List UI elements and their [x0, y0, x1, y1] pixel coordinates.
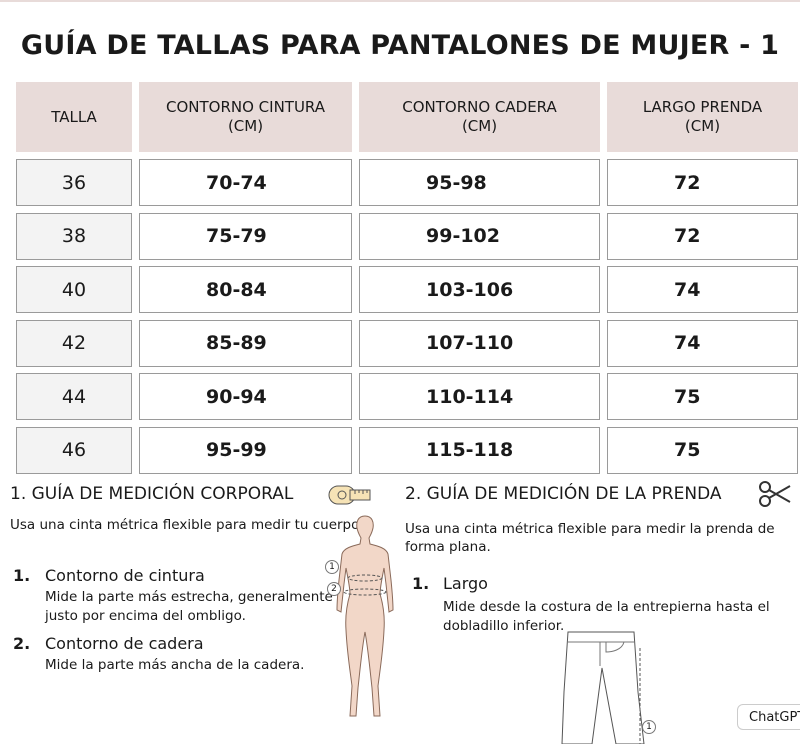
item-text: Mide desde la costura de la entrepierna …: [443, 599, 770, 634]
figure-label: 1: [325, 560, 339, 574]
item-text: Mide la parte más estrecha, generalmente…: [45, 589, 333, 624]
header-cell: LARGO PRENDA (CM): [607, 82, 798, 152]
section-intro: Usa una cinta métrica flexible para medi…: [405, 521, 775, 555]
value-cell: 70-74: [139, 159, 352, 206]
value-cell: 74: [607, 319, 798, 367]
value-cell: 110-114: [359, 373, 600, 420]
size-cell: 42: [16, 319, 132, 367]
section-intro: Usa una cinta métrica flexible para medi…: [10, 517, 364, 533]
figure-label: 2: [327, 582, 341, 596]
item-title: Largo: [443, 574, 488, 593]
header-cell: CONTORNO CADERA (CM): [359, 82, 600, 152]
value-cell: 103-106: [359, 266, 600, 313]
value-cell: 75: [607, 373, 798, 420]
size-cell: 46: [16, 426, 132, 474]
value-cell: 99-102: [359, 212, 600, 260]
value-cell: 80-84: [139, 266, 352, 313]
item-title: Contorno de cintura: [45, 566, 205, 585]
section-heading: 2. GUÍA DE MEDICIÓN DE LA PRENDA: [405, 484, 722, 504]
item-title: Contorno de cadera: [45, 634, 204, 653]
value-cell: 72: [607, 159, 798, 206]
value-cell: 85-89: [139, 319, 352, 367]
top-rule: [0, 0, 800, 2]
value-cell: 95-98: [359, 159, 600, 206]
tape-icon: [328, 485, 371, 505]
value-cell: 75: [607, 426, 798, 474]
size-cell: 40: [16, 266, 132, 313]
value-cell: 107-110: [359, 319, 600, 367]
title: GUÍA DE TALLAS PARA PANTALONES DE MUJER …: [20, 30, 780, 61]
value-cell: 75-79: [139, 212, 352, 260]
item-text: Mide la parte más ancha de la cadera.: [45, 657, 305, 673]
value-cell: 115-118: [359, 426, 600, 474]
size-cell: 44: [16, 373, 132, 420]
figure-label: 1: [642, 720, 656, 734]
value-cell: 95-99: [139, 426, 352, 474]
badge: ChatGPT: [737, 704, 800, 730]
header-cell: CONTORNO CINTURA (CM): [139, 82, 352, 152]
section-heading: 1. GUÍA DE MEDICIÓN CORPORAL: [10, 484, 294, 504]
size-cell: 36: [16, 159, 132, 206]
value-cell: 74: [607, 266, 798, 313]
pants-figure: [561, 631, 645, 744]
value-cell: 72: [607, 212, 798, 260]
item-number: 1.: [412, 574, 430, 593]
size-cell: 38: [16, 212, 132, 260]
value-cell: 90-94: [139, 373, 352, 420]
item-number: 1.: [13, 566, 31, 585]
body-figure: [336, 515, 394, 717]
scissors-icon: [759, 481, 791, 507]
header-cell: TALLA: [16, 82, 132, 152]
item-number: 2.: [13, 634, 31, 653]
